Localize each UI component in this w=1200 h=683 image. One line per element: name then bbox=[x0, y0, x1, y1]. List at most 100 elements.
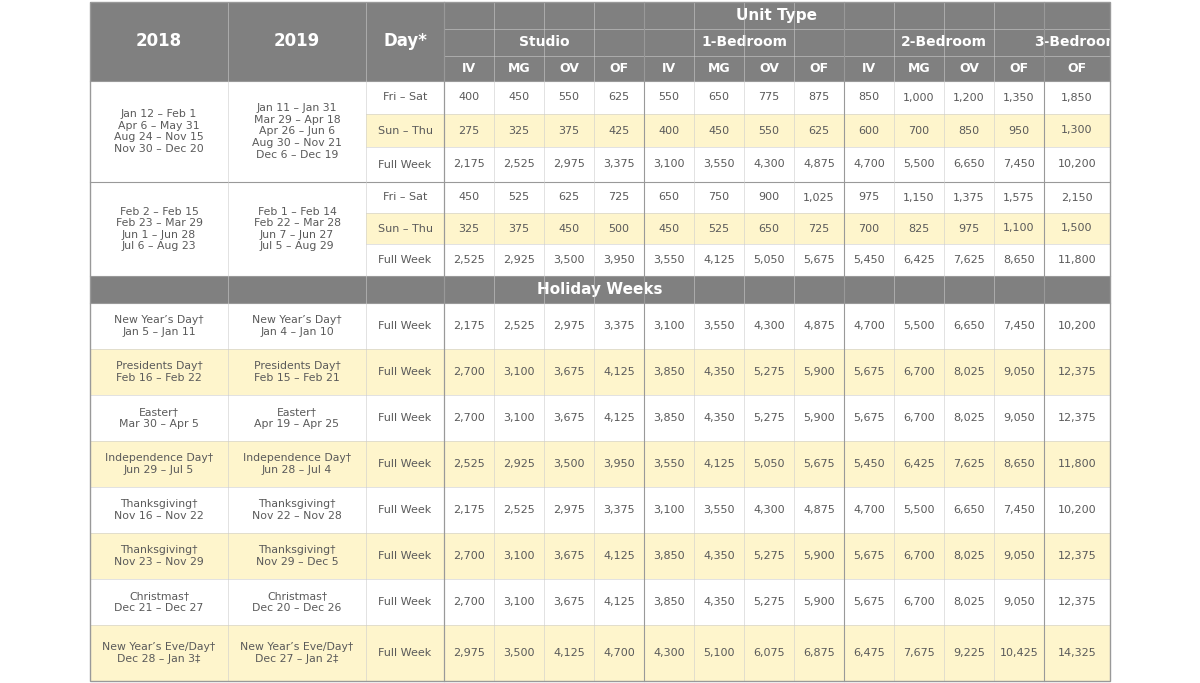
Text: 7,450: 7,450 bbox=[1003, 321, 1034, 331]
Bar bbox=[366, 533, 444, 579]
Bar bbox=[544, 244, 594, 276]
Text: OV: OV bbox=[559, 62, 578, 75]
Bar bbox=[444, 2, 1110, 29]
Bar bbox=[944, 182, 994, 213]
Text: 5,275: 5,275 bbox=[754, 551, 785, 561]
Bar bbox=[594, 56, 644, 81]
Bar bbox=[994, 182, 1044, 213]
Bar bbox=[944, 487, 994, 533]
Text: 9,050: 9,050 bbox=[1003, 597, 1034, 607]
Bar bbox=[1044, 182, 1110, 213]
Bar bbox=[594, 395, 644, 441]
Bar bbox=[228, 349, 366, 395]
Bar bbox=[444, 487, 494, 533]
Text: 850: 850 bbox=[858, 92, 880, 102]
Bar bbox=[644, 533, 694, 579]
Bar bbox=[228, 533, 366, 579]
Bar bbox=[894, 244, 944, 276]
Bar bbox=[1044, 349, 1110, 395]
Bar bbox=[544, 533, 594, 579]
Text: 5,675: 5,675 bbox=[853, 597, 884, 607]
Bar bbox=[794, 579, 844, 625]
Bar bbox=[544, 303, 594, 349]
Bar bbox=[544, 81, 594, 114]
Text: Studio: Studio bbox=[518, 36, 569, 49]
Bar bbox=[444, 533, 494, 579]
Bar bbox=[544, 579, 594, 625]
Text: Presidents Day†
Feb 15 – Feb 21: Presidents Day† Feb 15 – Feb 21 bbox=[253, 361, 341, 382]
Bar bbox=[444, 244, 494, 276]
Bar bbox=[994, 114, 1044, 147]
Text: 2,700: 2,700 bbox=[454, 413, 485, 423]
Text: 5,450: 5,450 bbox=[853, 459, 884, 469]
Bar bbox=[744, 441, 794, 487]
Bar bbox=[90, 625, 228, 681]
Text: Jan 12 – Feb 1
Apr 6 – May 31
Aug 24 – Nov 15
Nov 30 – Dec 20: Jan 12 – Feb 1 Apr 6 – May 31 Aug 24 – N… bbox=[114, 109, 204, 154]
Bar bbox=[594, 487, 644, 533]
Bar bbox=[994, 56, 1044, 81]
Text: 8,025: 8,025 bbox=[953, 597, 985, 607]
Text: New Year’s Eve/Day†
Dec 28 – Jan 3‡: New Year’s Eve/Day† Dec 28 – Jan 3‡ bbox=[102, 642, 216, 664]
Bar bbox=[894, 303, 944, 349]
Bar bbox=[494, 579, 544, 625]
Bar bbox=[944, 533, 994, 579]
Text: 3,675: 3,675 bbox=[553, 413, 584, 423]
Text: Full Week: Full Week bbox=[378, 648, 432, 658]
Bar bbox=[644, 349, 694, 395]
Bar bbox=[594, 147, 644, 182]
Bar bbox=[228, 81, 366, 182]
Bar bbox=[744, 244, 794, 276]
Bar bbox=[794, 56, 844, 81]
Bar bbox=[644, 303, 694, 349]
Text: New Year’s Eve/Day†
Dec 27 – Jan 2‡: New Year’s Eve/Day† Dec 27 – Jan 2‡ bbox=[240, 642, 354, 664]
Bar bbox=[228, 395, 366, 441]
Bar bbox=[544, 441, 594, 487]
Text: 625: 625 bbox=[809, 126, 829, 135]
Text: 9,050: 9,050 bbox=[1003, 367, 1034, 377]
Text: Unit Type: Unit Type bbox=[737, 8, 817, 23]
Bar bbox=[994, 244, 1044, 276]
Text: 825: 825 bbox=[908, 223, 930, 234]
Bar bbox=[694, 81, 744, 114]
Text: 3,500: 3,500 bbox=[503, 648, 535, 658]
Text: 2-Bedroom: 2-Bedroom bbox=[901, 36, 986, 49]
Text: Thanksgiving†
Nov 22 – Nov 28: Thanksgiving† Nov 22 – Nov 28 bbox=[252, 499, 342, 521]
Bar bbox=[494, 625, 544, 681]
Text: 3,850: 3,850 bbox=[653, 367, 685, 377]
Text: 2,925: 2,925 bbox=[503, 255, 535, 265]
Text: 10,200: 10,200 bbox=[1057, 160, 1097, 169]
Text: 1,025: 1,025 bbox=[803, 193, 835, 202]
Bar bbox=[228, 487, 366, 533]
Text: 550: 550 bbox=[659, 92, 679, 102]
Text: 3,850: 3,850 bbox=[653, 413, 685, 423]
Bar bbox=[844, 81, 894, 114]
Text: 450: 450 bbox=[558, 223, 580, 234]
Text: 700: 700 bbox=[908, 126, 930, 135]
Text: 525: 525 bbox=[708, 223, 730, 234]
Text: 4,125: 4,125 bbox=[703, 459, 734, 469]
Text: 5,050: 5,050 bbox=[754, 459, 785, 469]
Text: 975: 975 bbox=[858, 193, 880, 202]
Text: 5,900: 5,900 bbox=[803, 413, 835, 423]
Bar bbox=[894, 625, 944, 681]
Bar bbox=[994, 213, 1044, 244]
Text: Christmas†
Dec 21 – Dec 27: Christmas† Dec 21 – Dec 27 bbox=[114, 591, 204, 613]
Bar bbox=[366, 147, 444, 182]
Text: 4,350: 4,350 bbox=[703, 551, 734, 561]
Bar bbox=[494, 213, 544, 244]
Text: 3,100: 3,100 bbox=[503, 551, 535, 561]
Bar bbox=[90, 2, 228, 81]
Bar bbox=[994, 81, 1044, 114]
Text: 6,700: 6,700 bbox=[904, 597, 935, 607]
Text: 4,125: 4,125 bbox=[604, 413, 635, 423]
Bar bbox=[744, 487, 794, 533]
Bar bbox=[844, 487, 894, 533]
Bar bbox=[494, 441, 544, 487]
Text: OV: OV bbox=[760, 62, 779, 75]
Bar bbox=[744, 213, 794, 244]
Text: 900: 900 bbox=[758, 193, 780, 202]
Bar bbox=[444, 147, 494, 182]
Text: Presidents Day†
Feb 16 – Feb 22: Presidents Day† Feb 16 – Feb 22 bbox=[115, 361, 203, 382]
Text: OF: OF bbox=[810, 62, 828, 75]
Bar bbox=[894, 56, 944, 81]
